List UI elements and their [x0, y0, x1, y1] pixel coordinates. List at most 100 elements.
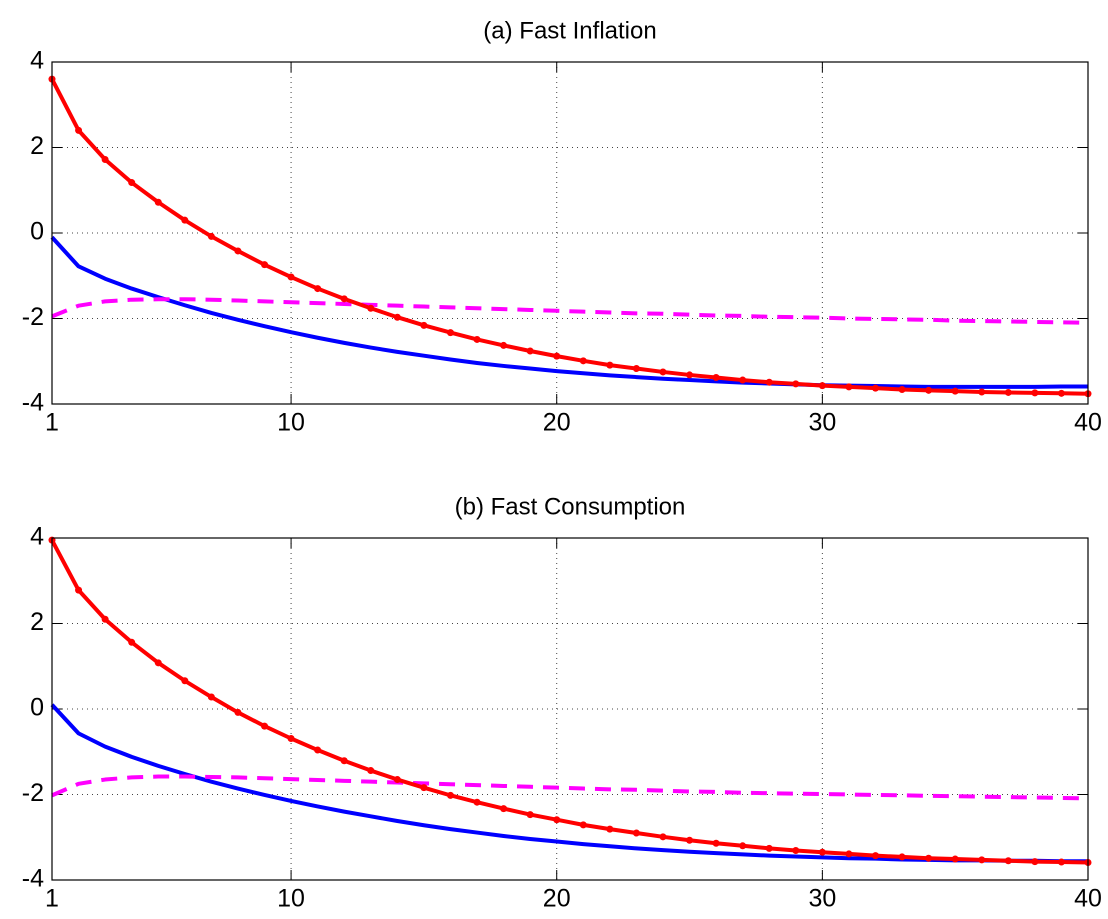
data-point: [845, 383, 853, 391]
series-line: [51, 774, 1089, 801]
x-tick-label: 30: [808, 885, 836, 913]
y-tick-label: 4: [30, 523, 44, 551]
series-line: [51, 297, 1089, 325]
data-point: [234, 708, 242, 716]
data-point: [1031, 389, 1039, 397]
data-point: [659, 833, 667, 841]
data-point: [818, 382, 826, 390]
data-point: [579, 357, 587, 365]
data-point: [845, 850, 853, 858]
data-point: [234, 247, 242, 255]
y-tick-label: -2: [22, 779, 44, 807]
data-point: [659, 368, 667, 376]
y-tick-label: -2: [22, 303, 44, 331]
data-point: [898, 385, 906, 393]
data-point: [446, 791, 454, 799]
data-point: [632, 365, 640, 373]
y-tick-label: 0: [30, 694, 44, 722]
data-point: [1031, 858, 1039, 866]
x-tick-label: 1: [45, 409, 59, 437]
data-point: [128, 638, 136, 646]
data-point: [739, 376, 747, 384]
data-point: [1004, 388, 1012, 396]
data-point: [1057, 858, 1065, 866]
data-point: [978, 856, 986, 864]
y-tick-label: 2: [30, 132, 44, 160]
data-point: [154, 198, 162, 206]
x-tick-label: 20: [543, 409, 571, 437]
data-point: [101, 155, 109, 163]
data-point: [446, 329, 454, 337]
chart-title: (b) Fast Consumption: [455, 493, 686, 520]
x-tick-label: 10: [277, 885, 305, 913]
data-point: [871, 852, 879, 860]
data-point: [393, 776, 401, 784]
y-tick-label: -4: [22, 865, 44, 893]
series-line: [50, 78, 1089, 396]
data-point: [553, 352, 561, 360]
data-point: [553, 816, 561, 824]
data-point: [606, 825, 614, 833]
data-point: [75, 586, 83, 594]
data-point: [367, 304, 375, 312]
series-line: [50, 539, 1089, 865]
data-point: [579, 821, 587, 829]
data-point: [287, 734, 295, 742]
y-tick-label: -4: [22, 389, 44, 417]
data-point: [526, 347, 534, 355]
x-tick-label: 40: [1074, 885, 1102, 913]
data-point: [75, 126, 83, 134]
data-point: [951, 855, 959, 863]
data-point: [393, 313, 401, 321]
data-point: [925, 386, 933, 394]
data-point: [101, 615, 109, 623]
x-tick-label: 10: [277, 409, 305, 437]
data-point: [712, 839, 720, 847]
plot-area: [52, 62, 1088, 404]
data-point: [287, 273, 295, 281]
data-point: [739, 842, 747, 850]
data-point: [500, 341, 508, 349]
data-point: [951, 387, 959, 395]
x-tick-label: 20: [543, 885, 571, 913]
y-tick-label: 2: [30, 608, 44, 636]
data-point: [181, 216, 189, 224]
data-point: [314, 746, 322, 754]
data-point: [792, 847, 800, 855]
data-point: [207, 232, 215, 240]
data-point: [686, 371, 694, 379]
x-tick-label: 40: [1074, 409, 1102, 437]
y-tick-label: 4: [30, 47, 44, 75]
data-point: [526, 811, 534, 819]
data-point: [340, 757, 348, 765]
data-point: [606, 361, 614, 369]
data-point: [978, 388, 986, 396]
data-point: [765, 844, 773, 852]
data-point: [420, 321, 428, 329]
axes-box: [51, 537, 1089, 881]
data-point: [367, 767, 375, 775]
x-tick-label: 30: [808, 409, 836, 437]
data-point: [154, 659, 162, 667]
data-point: [871, 384, 879, 392]
data-point: [686, 836, 694, 844]
x-tick-label: 1: [45, 885, 59, 913]
data-point: [712, 373, 720, 381]
data-point: [632, 829, 640, 837]
data-point: [473, 798, 481, 806]
data-point: [765, 378, 773, 386]
chart-title: (a) Fast Inflation: [483, 17, 656, 44]
data-point: [261, 261, 269, 269]
data-point: [128, 179, 136, 187]
series-line: [50, 235, 1088, 389]
data-point: [500, 805, 508, 813]
data-point: [261, 722, 269, 730]
data-point: [473, 335, 481, 343]
data-point: [314, 285, 322, 293]
data-point: [340, 295, 348, 303]
axes-box: [51, 61, 1089, 405]
data-point: [420, 784, 428, 792]
data-point: [1057, 389, 1065, 397]
y-tick-label: 0: [30, 218, 44, 246]
